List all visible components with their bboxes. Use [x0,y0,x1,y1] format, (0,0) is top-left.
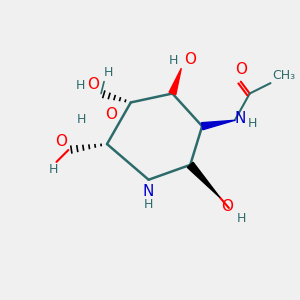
Text: O: O [55,134,67,148]
Text: H: H [75,79,85,92]
Text: N: N [235,111,246,126]
Polygon shape [202,120,235,130]
Text: O: O [88,77,100,92]
Text: H: H [49,164,58,176]
Text: O: O [235,62,247,77]
Text: N: N [143,184,154,199]
Text: H: H [236,212,246,225]
Text: O: O [184,52,196,67]
Text: O: O [221,199,233,214]
Text: O: O [105,107,117,122]
Text: H: H [144,198,153,211]
Text: H: H [248,117,258,130]
Text: H: H [104,66,113,79]
Text: H: H [77,113,86,126]
Text: CH₃: CH₃ [272,69,295,82]
Polygon shape [188,162,220,198]
Polygon shape [169,68,181,95]
Text: H: H [169,54,178,67]
